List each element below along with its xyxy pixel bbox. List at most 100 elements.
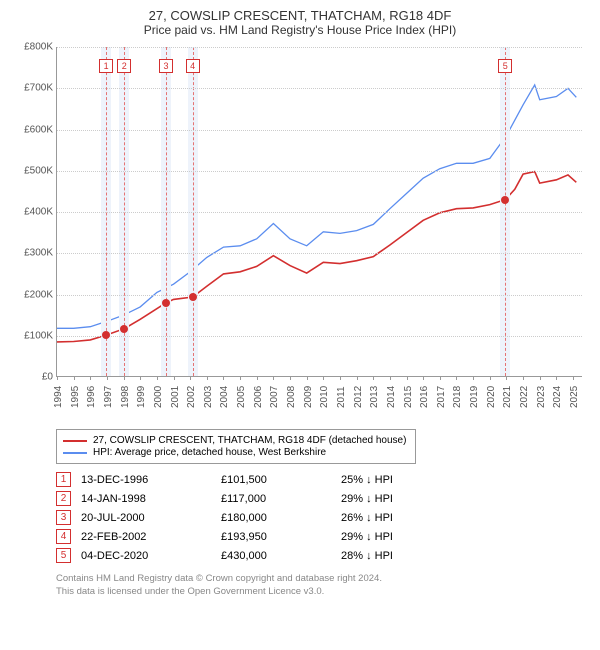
x-tick — [140, 376, 141, 380]
sale-row-date: 13-DEC-1996 — [81, 474, 211, 486]
x-tick — [124, 376, 125, 380]
x-axis-label: 2003 — [203, 386, 214, 408]
x-tick — [273, 376, 274, 380]
y-gridline — [57, 130, 582, 131]
legend-swatch — [63, 440, 87, 442]
sale-marker-badge: 4 — [186, 59, 200, 73]
x-axis-label: 2005 — [236, 386, 247, 408]
x-axis-label: 1997 — [103, 386, 114, 408]
x-axis-label: 2017 — [436, 386, 447, 408]
sale-row-badge: 1 — [56, 472, 71, 487]
sale-dot — [162, 299, 170, 307]
x-tick — [357, 376, 358, 380]
legend-row: HPI: Average price, detached house, West… — [63, 447, 409, 458]
x-axis-label: 2001 — [170, 386, 181, 408]
chart-title: 27, COWSLIP CRESCENT, THATCHAM, RG18 4DF — [12, 8, 588, 23]
x-axis-label: 2000 — [153, 386, 164, 408]
x-tick — [456, 376, 457, 380]
x-tick — [540, 376, 541, 380]
x-tick — [473, 376, 474, 380]
sale-marker-badge: 2 — [117, 59, 131, 73]
x-axis-label: 2019 — [469, 386, 480, 408]
x-axis-label: 1995 — [70, 386, 81, 408]
x-tick — [190, 376, 191, 380]
x-axis-label: 2009 — [303, 386, 314, 408]
sale-row-date: 22-FEB-2002 — [81, 531, 211, 543]
x-tick — [157, 376, 158, 380]
x-axis-label: 2018 — [452, 386, 463, 408]
legend-box: 27, COWSLIP CRESCENT, THATCHAM, RG18 4DF… — [56, 429, 416, 464]
x-axis-label: 1996 — [86, 386, 97, 408]
sales-row: 504-DEC-2020£430,00028% ↓ HPI — [56, 548, 588, 563]
sale-row-date: 20-JUL-2000 — [81, 512, 211, 524]
x-tick — [490, 376, 491, 380]
y-axis-label: £0 — [42, 372, 57, 383]
x-axis-label: 2013 — [369, 386, 380, 408]
y-axis-label: £200K — [24, 289, 57, 300]
y-axis-label: £400K — [24, 207, 57, 218]
plot-area: 12345£0£100K£200K£300K£400K£500K£600K£70… — [56, 47, 582, 377]
sale-row-diff: 26% ↓ HPI — [341, 512, 441, 524]
sale-marker-badge: 1 — [99, 59, 113, 73]
x-axis-label: 2012 — [353, 386, 364, 408]
x-tick — [340, 376, 341, 380]
sale-row-badge: 4 — [56, 529, 71, 544]
x-axis-label: 2022 — [519, 386, 530, 408]
sale-row-diff: 28% ↓ HPI — [341, 550, 441, 562]
x-axis-label: 1998 — [120, 386, 131, 408]
sales-table: 113-DEC-1996£101,50025% ↓ HPI214-JAN-199… — [56, 472, 588, 563]
y-gridline — [57, 47, 582, 48]
x-tick — [240, 376, 241, 380]
x-axis-label: 2007 — [269, 386, 280, 408]
x-axis-label: 2024 — [552, 386, 563, 408]
x-axis-label: 2015 — [403, 386, 414, 408]
x-axis-label: 2020 — [486, 386, 497, 408]
x-tick — [290, 376, 291, 380]
sale-row-price: £117,000 — [221, 493, 331, 505]
x-axis-label: 1994 — [53, 386, 64, 408]
sale-marker-badge: 5 — [498, 59, 512, 73]
x-tick — [57, 376, 58, 380]
y-gridline — [57, 253, 582, 254]
x-tick — [373, 376, 374, 380]
x-axis-label: 2014 — [386, 386, 397, 408]
footer-line-2: This data is licensed under the Open Gov… — [56, 586, 588, 599]
x-axis-label: 2011 — [336, 386, 347, 408]
sales-row: 214-JAN-1998£117,00029% ↓ HPI — [56, 491, 588, 506]
x-axis-label: 2023 — [536, 386, 547, 408]
sales-row: 422-FEB-2002£193,95029% ↓ HPI — [56, 529, 588, 544]
x-axis-label: 2006 — [253, 386, 264, 408]
chart-area: 12345£0£100K£200K£300K£400K£500K£600K£70… — [12, 43, 588, 423]
sale-row-badge: 5 — [56, 548, 71, 563]
series-property — [57, 172, 576, 342]
x-tick — [207, 376, 208, 380]
y-axis-label: £800K — [24, 42, 57, 53]
y-axis-label: £700K — [24, 83, 57, 94]
x-axis-label: 2002 — [186, 386, 197, 408]
y-axis-label: £600K — [24, 124, 57, 135]
sale-dot — [120, 325, 128, 333]
x-axis-label: 2008 — [286, 386, 297, 408]
sale-row-price: £193,950 — [221, 531, 331, 543]
x-axis-label: 2025 — [569, 386, 580, 408]
chart-subtitle: Price paid vs. HM Land Registry's House … — [12, 23, 588, 37]
y-gridline — [57, 212, 582, 213]
sale-row-badge: 2 — [56, 491, 71, 506]
y-axis-label: £300K — [24, 248, 57, 259]
sale-row-date: 14-JAN-1998 — [81, 493, 211, 505]
x-tick — [523, 376, 524, 380]
sales-row: 113-DEC-1996£101,50025% ↓ HPI — [56, 472, 588, 487]
legend-swatch — [63, 452, 87, 454]
x-tick — [107, 376, 108, 380]
y-axis-label: £100K — [24, 330, 57, 341]
y-axis-label: £500K — [24, 165, 57, 176]
sale-row-badge: 3 — [56, 510, 71, 525]
sale-row-price: £101,500 — [221, 474, 331, 486]
sale-row-price: £430,000 — [221, 550, 331, 562]
y-gridline — [57, 88, 582, 89]
y-gridline — [57, 171, 582, 172]
x-tick — [423, 376, 424, 380]
x-axis-label: 2010 — [319, 386, 330, 408]
sale-dot — [102, 331, 110, 339]
x-tick — [573, 376, 574, 380]
